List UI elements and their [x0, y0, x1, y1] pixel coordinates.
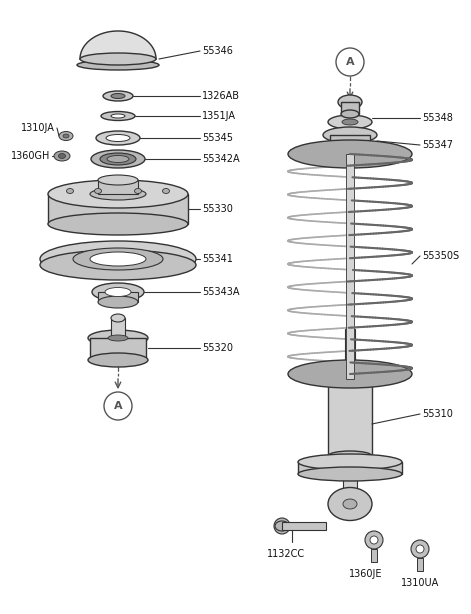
- Ellipse shape: [298, 467, 402, 481]
- Text: 55341: 55341: [202, 254, 233, 264]
- Text: 1310UA: 1310UA: [401, 578, 439, 588]
- Ellipse shape: [59, 131, 73, 141]
- Ellipse shape: [48, 180, 188, 208]
- Text: A: A: [114, 401, 122, 411]
- Ellipse shape: [91, 150, 145, 168]
- Circle shape: [104, 392, 132, 420]
- Polygon shape: [298, 462, 402, 474]
- Ellipse shape: [135, 188, 141, 193]
- Ellipse shape: [80, 53, 156, 65]
- Ellipse shape: [370, 536, 378, 544]
- Ellipse shape: [95, 188, 101, 193]
- Ellipse shape: [98, 296, 138, 308]
- Ellipse shape: [98, 175, 138, 185]
- Text: A: A: [346, 57, 354, 67]
- Text: 1360GH: 1360GH: [11, 151, 50, 161]
- Text: 55343A: 55343A: [202, 287, 239, 297]
- Polygon shape: [345, 329, 355, 379]
- Polygon shape: [80, 31, 156, 59]
- Circle shape: [274, 518, 290, 534]
- Ellipse shape: [275, 521, 289, 531]
- Ellipse shape: [328, 373, 372, 385]
- Ellipse shape: [411, 540, 429, 558]
- Ellipse shape: [111, 93, 125, 98]
- Ellipse shape: [106, 134, 130, 141]
- Ellipse shape: [100, 153, 136, 165]
- Text: 1351JA: 1351JA: [202, 111, 236, 121]
- Ellipse shape: [48, 213, 188, 235]
- Ellipse shape: [66, 188, 73, 193]
- Ellipse shape: [77, 60, 159, 70]
- Ellipse shape: [108, 335, 128, 341]
- Polygon shape: [111, 318, 125, 338]
- Ellipse shape: [342, 119, 358, 125]
- Ellipse shape: [111, 314, 125, 322]
- Text: 55342A: 55342A: [202, 154, 240, 164]
- Ellipse shape: [40, 250, 196, 280]
- Ellipse shape: [416, 545, 424, 553]
- Ellipse shape: [328, 115, 372, 129]
- Ellipse shape: [328, 451, 372, 461]
- Text: 55330: 55330: [202, 204, 233, 214]
- Polygon shape: [282, 522, 326, 530]
- Text: 55346: 55346: [202, 46, 233, 56]
- Ellipse shape: [101, 112, 135, 120]
- Ellipse shape: [288, 360, 412, 388]
- Ellipse shape: [73, 248, 163, 270]
- Ellipse shape: [338, 95, 362, 109]
- Circle shape: [336, 48, 364, 76]
- Ellipse shape: [54, 151, 70, 161]
- Ellipse shape: [40, 241, 196, 277]
- Text: 1326AB: 1326AB: [202, 91, 240, 101]
- Ellipse shape: [105, 287, 131, 297]
- Polygon shape: [98, 292, 138, 302]
- Text: 1132CC: 1132CC: [267, 549, 305, 559]
- Polygon shape: [346, 154, 354, 379]
- Polygon shape: [98, 180, 138, 194]
- Ellipse shape: [88, 330, 148, 346]
- Polygon shape: [343, 474, 357, 492]
- Polygon shape: [328, 379, 372, 456]
- Ellipse shape: [341, 110, 359, 118]
- Ellipse shape: [162, 188, 170, 193]
- Text: 55347: 55347: [422, 140, 453, 150]
- Polygon shape: [371, 549, 377, 562]
- Ellipse shape: [298, 454, 402, 470]
- Ellipse shape: [330, 141, 370, 153]
- Text: 55320: 55320: [202, 343, 233, 353]
- Text: 1360JE: 1360JE: [349, 569, 383, 579]
- Ellipse shape: [96, 131, 140, 145]
- Ellipse shape: [107, 155, 129, 163]
- Polygon shape: [90, 338, 146, 360]
- Ellipse shape: [90, 252, 146, 266]
- Ellipse shape: [111, 114, 125, 118]
- Ellipse shape: [323, 127, 377, 143]
- Text: 55310: 55310: [422, 409, 453, 419]
- Polygon shape: [341, 102, 359, 114]
- Ellipse shape: [90, 188, 146, 200]
- Ellipse shape: [328, 488, 372, 521]
- Ellipse shape: [63, 134, 69, 138]
- Polygon shape: [48, 194, 188, 224]
- Ellipse shape: [92, 283, 144, 301]
- Ellipse shape: [365, 531, 383, 549]
- Polygon shape: [330, 135, 370, 147]
- Ellipse shape: [88, 353, 148, 367]
- Ellipse shape: [288, 140, 412, 168]
- Ellipse shape: [103, 91, 133, 101]
- Ellipse shape: [58, 154, 65, 158]
- Text: 1310JA: 1310JA: [21, 123, 55, 133]
- Text: 55348: 55348: [422, 113, 453, 123]
- Text: 55350S: 55350S: [422, 251, 459, 261]
- Ellipse shape: [343, 499, 357, 509]
- Polygon shape: [417, 558, 423, 571]
- Text: 55345: 55345: [202, 133, 233, 143]
